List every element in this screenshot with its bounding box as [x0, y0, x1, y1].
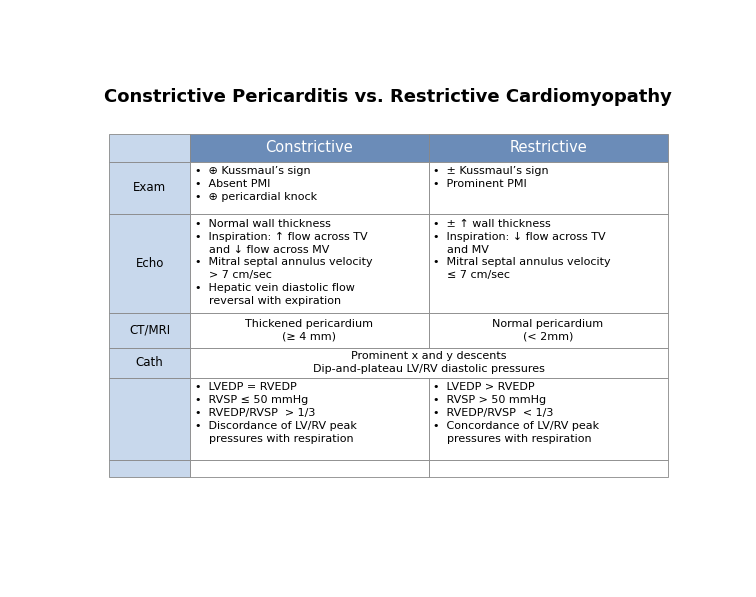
- Text: Thickened pericardium
(≥ 4 mm): Thickened pericardium (≥ 4 mm): [245, 319, 373, 341]
- Bar: [190, 460, 429, 478]
- Text: •  ⊕ Kussmaul’s sign
•  Absent PMI
•  ⊕ pericardial knock: • ⊕ Kussmaul’s sign • Absent PMI • ⊕ per…: [195, 166, 317, 202]
- Text: Exam: Exam: [133, 181, 166, 195]
- Bar: [109, 460, 190, 478]
- Bar: [109, 313, 190, 347]
- Text: •  ± Kussmaul’s sign
•  Prominent PMI: • ± Kussmaul’s sign • Prominent PMI: [433, 166, 549, 189]
- Text: •  ± ↑ wall thickness
•  Inspiration: ↓ flow across TV
    and MV
•  Mitral sept: • ± ↑ wall thickness • Inspiration: ↓ fl…: [433, 219, 611, 280]
- Bar: [109, 214, 190, 313]
- Bar: [429, 134, 668, 162]
- Text: Constrictive: Constrictive: [265, 140, 353, 155]
- Text: •  Normal wall thickness
•  Inspiration: ↑ flow across TV
    and ↓ flow across : • Normal wall thickness • Inspiration: ↑…: [195, 219, 373, 306]
- Bar: [429, 162, 668, 214]
- Text: Prominent x and y descents
Dip-and-plateau LV/RV diastolic pressures: Prominent x and y descents Dip-and-plate…: [313, 351, 545, 374]
- Text: CT/MRI: CT/MRI: [129, 324, 170, 337]
- Bar: [429, 460, 668, 478]
- Bar: [429, 214, 668, 313]
- Bar: [190, 162, 429, 214]
- Text: Echo: Echo: [135, 257, 164, 270]
- Text: •  LVEDP > RVEDP
•  RVSP > 50 mmHg
•  RVEDP/RVSP  < 1/3
•  Concordance of LV/RV : • LVEDP > RVEDP • RVSP > 50 mmHg • RVEDP…: [433, 382, 600, 444]
- Bar: [109, 347, 190, 378]
- Text: Cath: Cath: [136, 356, 163, 369]
- Bar: [190, 214, 429, 313]
- Bar: [429, 313, 668, 347]
- Bar: [109, 134, 190, 162]
- Bar: [190, 134, 429, 162]
- Text: Normal pericardium
(< 2mm): Normal pericardium (< 2mm): [492, 319, 603, 341]
- Text: •  LVEDP = RVEDP
•  RVSP ≤ 50 mmHg
•  RVEDP/RVSP  > 1/3
•  Discordance of LV/RV : • LVEDP = RVEDP • RVSP ≤ 50 mmHg • RVEDP…: [195, 382, 357, 444]
- Bar: [429, 378, 668, 460]
- Bar: [190, 347, 668, 378]
- Bar: [109, 378, 190, 460]
- Bar: [109, 162, 190, 214]
- Text: Constrictive Pericarditis vs. Restrictive Cardiomyopathy: Constrictive Pericarditis vs. Restrictiv…: [104, 88, 671, 106]
- Text: Restrictive: Restrictive: [509, 140, 587, 155]
- Bar: [190, 378, 429, 460]
- Bar: [190, 313, 429, 347]
